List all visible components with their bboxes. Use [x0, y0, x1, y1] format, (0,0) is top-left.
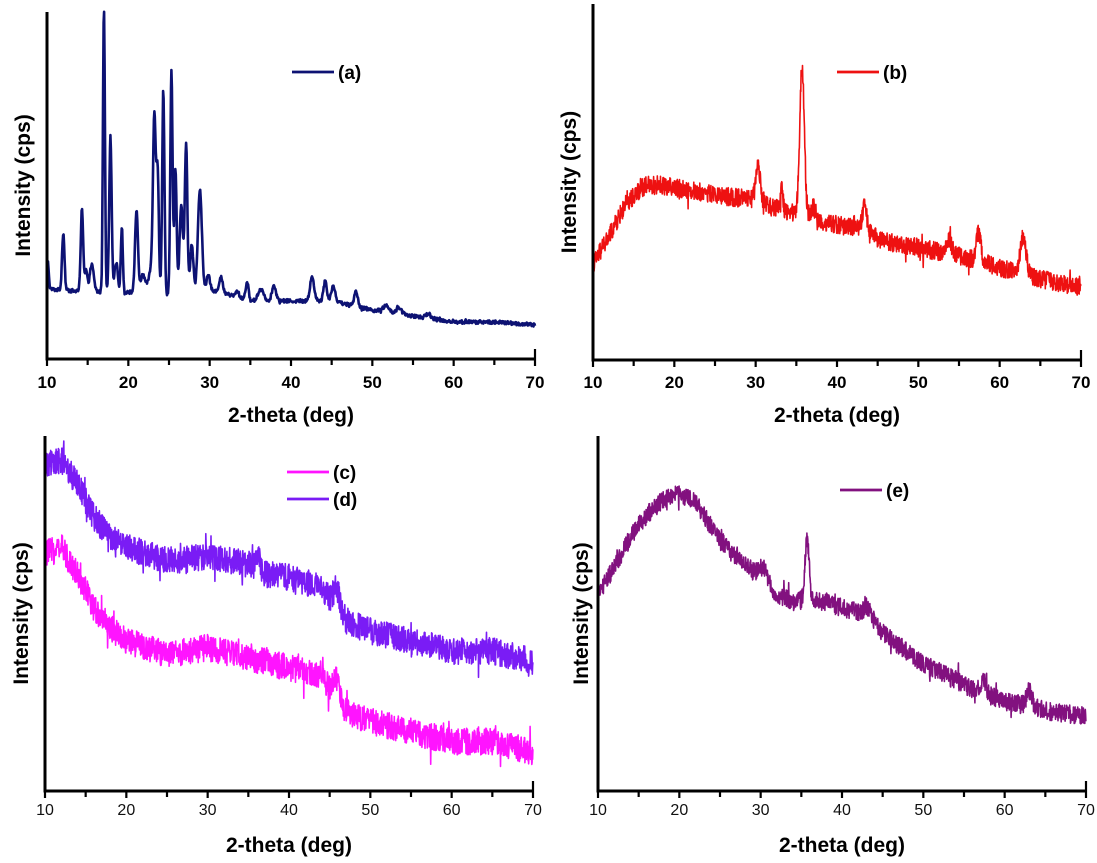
x-axis-title: 2-theta (deg) [779, 834, 905, 857]
x-tick-label: 30 [746, 373, 765, 392]
x-tick-label: 60 [443, 802, 461, 819]
x-tick-label: 60 [444, 373, 463, 392]
x-tick-label: 50 [909, 373, 928, 392]
x-tick-label: 10 [589, 802, 607, 819]
x-tick-label: 50 [361, 802, 379, 819]
x-tick-label: 70 [1077, 802, 1095, 819]
x-axis-title: 2-theta (deg) [226, 834, 352, 857]
x-tick-label: 70 [524, 802, 542, 819]
panel-cd: 10 20 30 40 50 60 70 2-theta (deg) Intensity (cp… [10, 436, 542, 857]
y-axis-title: Intensity (cps) [558, 111, 581, 253]
x-tick-label: 30 [200, 373, 219, 392]
legend-label: (d) [333, 490, 357, 511]
legend-label: (e) [886, 481, 909, 502]
x-axis-title: 2-theta (deg) [774, 404, 900, 427]
legend-label: (b) [883, 63, 907, 84]
x-tick-label: 30 [199, 802, 217, 819]
curve-e [597, 485, 1087, 725]
x-tick-label: 20 [119, 373, 138, 392]
x-tick-label: 40 [282, 373, 301, 392]
x-tick-label: 30 [752, 802, 770, 819]
x-tick-label: 20 [665, 373, 684, 392]
x-tick-label: 40 [280, 802, 298, 819]
x-tick-label: 60 [996, 802, 1014, 819]
y-axis-title: Intensity (cps) [12, 114, 35, 256]
curve-b [592, 64, 1082, 296]
curve-a [45, 10, 537, 328]
x-tick-label: 50 [914, 802, 932, 819]
x-tick-label: 40 [833, 802, 851, 819]
x-tick-label: 60 [990, 373, 1009, 392]
x-tick-label: 10 [36, 802, 54, 819]
legend-label: (a) [338, 63, 361, 84]
x-tick-label: 10 [38, 373, 57, 392]
panel-a: 10 20 30 40 50 60 70 2-theta (deg) Intensity (cp… [12, 10, 545, 427]
x-tick-label: 10 [584, 373, 603, 392]
curve-c [44, 534, 534, 768]
x-axis-title: 2-theta (deg) [228, 404, 354, 427]
x-tick-label: 40 [828, 373, 847, 392]
y-axis-title: Intensity (cps) [10, 542, 33, 684]
panel-b: 10 20 30 40 50 60 70 2-theta (deg) Intensity (cp… [558, 4, 1090, 427]
legend-label: (c) [333, 463, 356, 484]
x-tick-label: 70 [526, 373, 545, 392]
x-tick-label: 50 [363, 373, 382, 392]
curve-d [44, 440, 534, 679]
x-tick-label: 20 [670, 802, 688, 819]
x-tick-label: 20 [117, 802, 135, 819]
x-tick-label: 70 [1072, 373, 1091, 392]
panel-e: 10 20 30 40 50 60 70 2-theta (deg) Intensity (cp… [570, 436, 1095, 857]
y-axis-title: Intensity (cps) [570, 542, 593, 684]
